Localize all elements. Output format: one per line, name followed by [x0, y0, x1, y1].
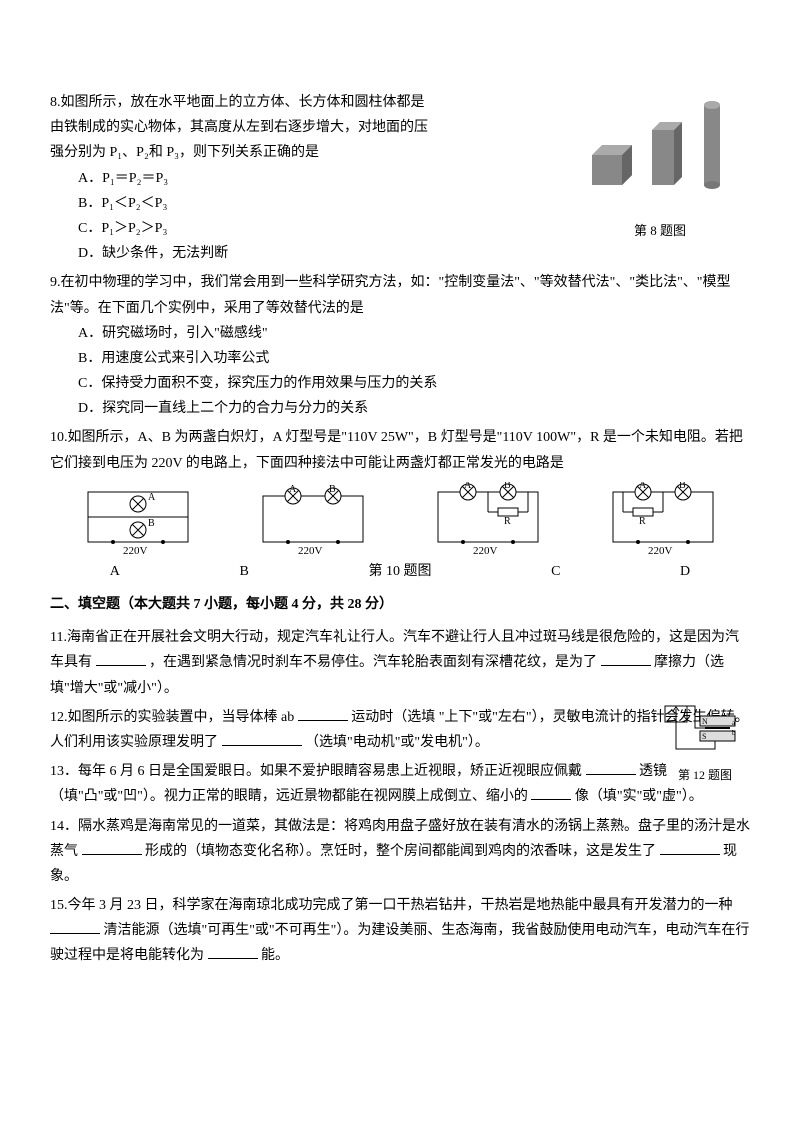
- q15-blank-2[interactable]: [208, 944, 258, 959]
- q13-t3: 像（填"实"或"虚"）。: [575, 789, 703, 804]
- question-10: 10.如图所示，A、B 为两盏白炽灯，A 灯型号是"110V 25W"，B 灯型…: [50, 425, 750, 584]
- question-15: 15.今年 3 月 23 日，科学家在海南琼北成功完成了第一口干热岩钻井，干热岩…: [50, 893, 750, 969]
- section-2-title: 二、填空题（本大题共 7 小题，每小题 4 分，共 28 分）: [50, 592, 750, 617]
- q15-blank-1[interactable]: [50, 919, 100, 934]
- q10-label-c: C: [551, 559, 560, 584]
- q12-figure-caption: 第 12 题图: [660, 765, 750, 787]
- q9-option-c: C．保持受力面积不变，探究压力的作用效果与压力的关系: [78, 371, 750, 396]
- svg-text:A: A: [639, 482, 647, 491]
- q11-t2: ，在遇到紧急情况时刹车不易停住。汽车轮胎表面刻有深槽花纹，是为了: [149, 655, 597, 670]
- circuit-c-icon: A B R 220V: [428, 482, 548, 557]
- circuit-a-icon: A B 220V: [78, 482, 198, 557]
- q15-t2: 清洁能源（选填"可再生"或"不可再生"）。为建设美丽、生态海南，我省鼓励使用电动…: [50, 923, 749, 963]
- svg-text:R: R: [639, 516, 646, 527]
- q9-option-b: B．用速度公式来引入功率公式: [78, 346, 750, 371]
- question-8: 8.如图所示，放在水平地面上的立方体、长方体和圆柱体都是 由铁制成的实心物体，其…: [50, 90, 750, 266]
- q15-t3: 能。: [261, 948, 289, 963]
- svg-text:A: A: [464, 482, 472, 491]
- q15-t1: 15.今年 3 月 23 日，科学家在海南琼北成功完成了第一口干热岩钻井，干热岩…: [50, 898, 733, 913]
- q12-blank-1[interactable]: [298, 706, 348, 721]
- q13-blank-1[interactable]: [586, 760, 636, 775]
- svg-text:220V: 220V: [648, 545, 673, 557]
- q10-label-b: B: [240, 559, 249, 584]
- q10-caption: 第 10 题图: [368, 559, 431, 584]
- cube-shape-icon: [592, 145, 632, 185]
- q12-figure: N S a b 第 12 题图: [660, 701, 750, 787]
- svg-text:220V: 220V: [473, 545, 498, 557]
- q8-option-d: D．缺少条件，无法判断: [78, 241, 750, 266]
- svg-text:220V: 220V: [298, 545, 323, 557]
- circuit-d-icon: A B R 220V: [603, 482, 723, 557]
- svg-text:B: B: [504, 482, 511, 491]
- q14-blank-1[interactable]: [82, 840, 142, 855]
- svg-text:b: b: [732, 729, 736, 737]
- svg-text:R: R: [504, 516, 511, 527]
- q11-blank-2[interactable]: [601, 651, 651, 666]
- q10-label-d: D: [680, 559, 690, 584]
- q13-t1: 13．每年 6 月 6 日是全国爱眼日。如果不爱护眼睛容易患上近视眼，矫正近视眼…: [50, 764, 582, 779]
- q12-t1: 12.如图所示的实验装置中，当导体棒 ab: [50, 710, 294, 725]
- q8-figure-caption: 第 8 题图: [580, 219, 740, 242]
- svg-text:A: A: [148, 492, 156, 503]
- q12-blank-2[interactable]: [222, 731, 302, 746]
- q9-options: A．研究磁场时，引入"磁感线" B．用速度公式来引入功率公式 C．保持受力面积不…: [50, 321, 750, 422]
- q10-label-a: A: [110, 559, 120, 584]
- q9-option-d: D．探究同一直线上二个力的合力与分力的关系: [78, 396, 750, 421]
- question-14: 14．隔水蒸鸡是海南常见的一道菜，其做法是：将鸡肉用盘子盛好放在装有清水的汤锅上…: [50, 814, 750, 890]
- question-11: 11.海南省正在开展社会文明大行动，规定汽车礼让行人。汽车不避让行人且冲过斑马线…: [50, 625, 750, 701]
- q11-blank-1[interactable]: [96, 651, 146, 666]
- question-9: 9.在初中物理的学习中，我们常会用到一些科学研究方法，如："控制变量法"、"等效…: [50, 270, 750, 421]
- q10-stem: 10.如图所示，A、B 为两盏白炽灯，A 灯型号是"110V 25W"，B 灯型…: [50, 425, 750, 475]
- cylinder-shape-icon: [704, 101, 720, 189]
- cuboid-shape-icon: [652, 122, 682, 185]
- circuit-b-icon: A B 220V: [253, 482, 373, 557]
- svg-text:B: B: [679, 482, 686, 491]
- q14-blank-2[interactable]: [660, 840, 720, 855]
- q8-figure: 第 8 题图: [580, 90, 740, 230]
- svg-text:S: S: [702, 732, 706, 741]
- question-12: 12.如图所示的实验装置中，当导体棒 ab 运动时（选填 "上下"或"左右"），…: [50, 705, 750, 755]
- q12-t3: （选填"电动机"或"发电机"）。: [305, 735, 489, 750]
- svg-text:A: A: [289, 484, 297, 495]
- q10-circuits: A B 220V A B 2: [50, 482, 750, 557]
- question-13: 13．每年 6 月 6 日是全国爱眼日。如果不爱护眼睛容易患上近视眼，矫正近视眼…: [50, 759, 750, 809]
- svg-text:B: B: [329, 484, 336, 495]
- svg-text:B: B: [148, 518, 155, 529]
- q10-labels: A B 第 10 题图 C D: [50, 559, 750, 584]
- q9-stem: 9.在初中物理的学习中，我们常会用到一些科学研究方法，如："控制变量法"、"等效…: [50, 270, 750, 320]
- svg-text:220V: 220V: [123, 545, 148, 557]
- q14-t2: 形成的（填物态变化名称）。烹饪时，整个房间都能闻到鸡肉的浓香味，这是发生了: [145, 844, 656, 859]
- svg-text:N: N: [702, 717, 708, 726]
- q9-option-a: A．研究磁场时，引入"磁感线": [78, 321, 750, 346]
- q13-blank-2[interactable]: [531, 785, 571, 800]
